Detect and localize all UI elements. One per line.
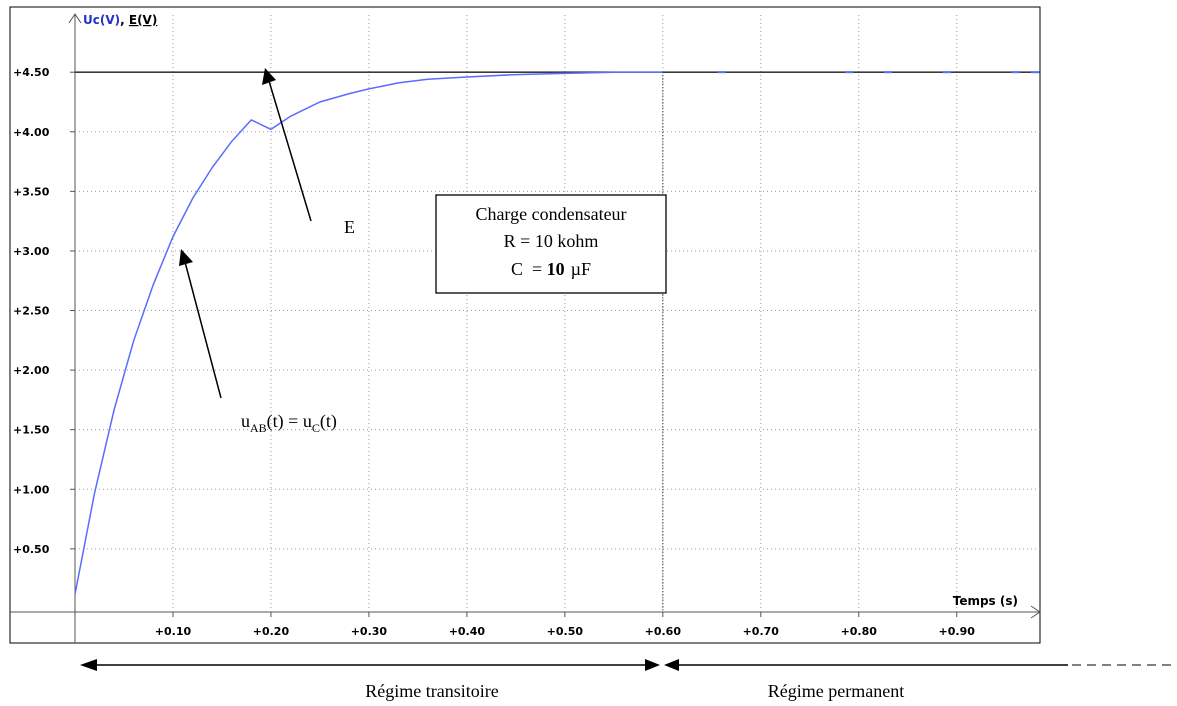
tick-layer: +0.10 +0.20 +0.30 +0.40 +0.50 +0.60 +0.70 +0.80… <box>13 66 975 638</box>
annotation-c-value: 10 <box>547 259 565 279</box>
x-axis-title: Temps (s) <box>953 594 1018 608</box>
grid-layer <box>75 15 1040 612</box>
y-tick-label: +0.50 <box>13 543 50 556</box>
x-tick-label: +0.40 <box>449 625 486 638</box>
annotation-c-prefix: C = <box>511 259 547 279</box>
regime-permanent-left-arrow-icon <box>664 659 679 671</box>
y-axis-arrow-icon <box>68 13 82 24</box>
annotation-line-1: Charge condensateur <box>475 204 626 224</box>
label-uab-u: u <box>241 411 250 431</box>
label-uab-end: (t) <box>320 411 337 432</box>
y-tick-label: +3.50 <box>13 185 50 198</box>
y-title-sep: , <box>120 13 129 27</box>
label-uab: uAB(t) = uC(t) <box>241 411 337 435</box>
regime-transitoire-right-arrow-icon <box>645 659 660 671</box>
x-tick-label: +0.90 <box>939 625 976 638</box>
arrow-e-shaft <box>268 80 312 222</box>
regime-transitoire-label: Régime transitoire <box>365 681 498 701</box>
label-uab-sub-ab: AB <box>250 421 267 435</box>
arrow-uab-shaft <box>184 261 222 399</box>
label-uab-mid: (t) = u <box>267 411 312 432</box>
y-tick-label: +1.00 <box>13 483 50 496</box>
arrow-e-head-icon <box>262 68 276 85</box>
regime-transitoire-left-arrow-icon <box>80 659 97 671</box>
annotation-box <box>435 194 667 294</box>
y-tick-label: +4.50 <box>13 66 50 79</box>
arrow-uab-head-icon <box>179 249 193 266</box>
x-tick-label: +0.30 <box>351 625 388 638</box>
series-uc-curve <box>74 71 663 595</box>
y-tick-label: +1.50 <box>13 424 50 437</box>
chart-frame <box>9 6 1041 644</box>
regime-permanent-label: Régime permanent <box>768 681 904 701</box>
y-title-uc: Uc(V) <box>83 13 120 27</box>
annotation-line-2: R = 10 kohm <box>504 231 599 251</box>
annotation-c-unit: µF <box>571 259 591 279</box>
y-tick-label: +2.00 <box>13 364 50 377</box>
y-title-e: E(V) <box>129 13 157 27</box>
x-tick-label: +0.50 <box>547 625 584 638</box>
x-tick-label: +0.70 <box>743 625 780 638</box>
x-tick-label: +0.20 <box>253 625 290 638</box>
x-axis-arrow-icon <box>1030 605 1041 619</box>
label-e: E <box>344 217 355 237</box>
y-tick-label: +4.00 <box>13 126 50 139</box>
x-tick-label: +0.60 <box>645 625 682 638</box>
y-tick-label: +3.00 <box>13 245 50 258</box>
label-uab-sub-c: C <box>312 421 320 435</box>
x-tick-label: +0.10 <box>155 625 192 638</box>
annotation-line-3: C = 10 µF <box>511 259 591 279</box>
y-tick-label: +2.50 <box>13 305 50 318</box>
y-axis-title: Uc(V), E(V) <box>83 13 157 27</box>
x-tick-label: +0.80 <box>841 625 878 638</box>
